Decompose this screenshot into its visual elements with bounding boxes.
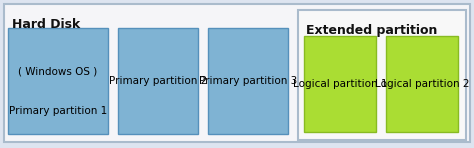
Text: Logical partition 2: Logical partition 2 <box>375 79 469 89</box>
Bar <box>208 28 288 134</box>
Text: Primary partition 2: Primary partition 2 <box>109 76 207 86</box>
Bar <box>8 28 108 134</box>
Bar <box>118 28 198 134</box>
Text: Logical partition 1: Logical partition 1 <box>293 79 387 89</box>
Text: Primary partition 3: Primary partition 3 <box>199 76 297 86</box>
Bar <box>304 36 376 132</box>
Text: Primary partition 1: Primary partition 1 <box>9 106 107 116</box>
Text: Extended partition: Extended partition <box>306 24 438 37</box>
Text: ( Windows OS ): ( Windows OS ) <box>18 66 98 76</box>
Text: Hard Disk: Hard Disk <box>12 18 80 31</box>
Bar <box>386 36 458 132</box>
Bar <box>298 10 466 140</box>
